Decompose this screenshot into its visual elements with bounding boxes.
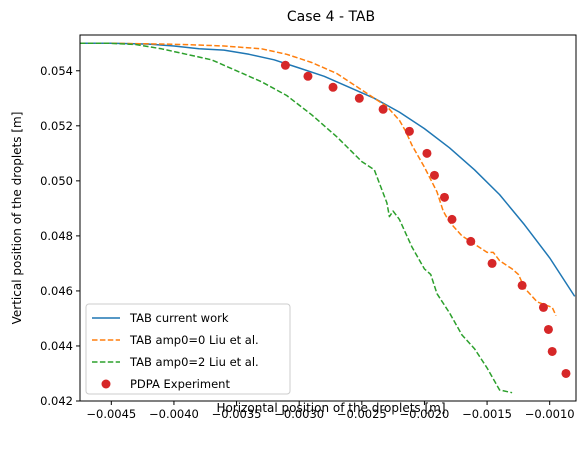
y-axis: 0.042 0.044 0.046 0.048 0.050 0.052 0.054: [40, 64, 80, 408]
chart-title: Case 4 - TAB: [287, 9, 375, 25]
data-point-pdpa-experiment: [328, 82, 338, 92]
legend-label: TAB amp0=2 Liu et al.: [129, 355, 259, 369]
y-axis-label: Vertical position of the droplets [m]: [10, 112, 24, 325]
legend: TAB current work TAB amp0=0 Liu et al. TAB…: [85, 303, 291, 395]
plot-area: [79, 34, 577, 402]
x-tick-label: −0.0045: [86, 407, 136, 421]
x-tick-label: −0.0040: [149, 407, 199, 421]
y-tick-label: 0.052: [40, 119, 73, 133]
data-point-pdpa-experiment: [439, 192, 449, 202]
x-tick-label: −0.0030: [274, 407, 324, 421]
data-point-pdpa-experiment: [547, 346, 557, 356]
data-point-pdpa-experiment: [404, 126, 414, 136]
data-point-pdpa-experiment: [517, 280, 527, 290]
data-point-pdpa-experiment: [538, 302, 548, 312]
data-point-pdpa-experiment: [303, 71, 313, 81]
legend-label: TAB current work: [129, 311, 229, 325]
series-line-tab-amp0-2-liu-et-al: [80, 42, 513, 394]
x-tick-label: −0.0010: [525, 407, 575, 421]
data-point-pdpa-experiment: [429, 170, 439, 180]
legend-label: TAB amp0=0 Liu et al.: [129, 333, 259, 347]
legend-marker: [101, 379, 111, 389]
y-tick-label: 0.050: [40, 174, 73, 188]
series-line-tab-current-work: [80, 42, 576, 297]
x-tick-label: −0.0020: [400, 407, 450, 421]
x-tick-label: −0.0015: [462, 407, 512, 421]
data-point-pdpa-experiment: [466, 236, 476, 246]
data-point-pdpa-experiment: [543, 324, 553, 334]
series-layer: [80, 42, 576, 394]
x-tick-label: −0.0035: [212, 407, 262, 421]
y-tick-label: 0.048: [40, 229, 73, 243]
plot-frame: [79, 34, 577, 402]
x-tick-label: −0.0025: [337, 407, 387, 421]
data-point-pdpa-experiment: [422, 148, 432, 158]
data-point-pdpa-experiment: [447, 214, 457, 224]
data-point-pdpa-experiment: [378, 104, 388, 114]
legend-box: [85, 303, 291, 395]
data-point-pdpa-experiment: [561, 368, 571, 378]
data-point-pdpa-experiment: [354, 93, 364, 103]
data-point-pdpa-experiment: [487, 258, 497, 268]
x-axis: −0.0045 −0.0040 −0.0035 −0.0030 −0.0025 −0.00…: [86, 401, 575, 421]
y-tick-label: 0.054: [40, 64, 73, 78]
data-point-pdpa-experiment: [280, 60, 290, 70]
y-tick-label: 0.042: [40, 394, 73, 408]
x-axis-label: Horizontal position of the droplets [m]: [216, 401, 445, 415]
y-tick-label: 0.046: [40, 284, 73, 298]
y-tick-label: 0.044: [40, 339, 73, 353]
series-line-tab-amp0-0-liu-et-al: [80, 42, 557, 317]
legend-label: PDPA Experiment: [130, 377, 230, 391]
